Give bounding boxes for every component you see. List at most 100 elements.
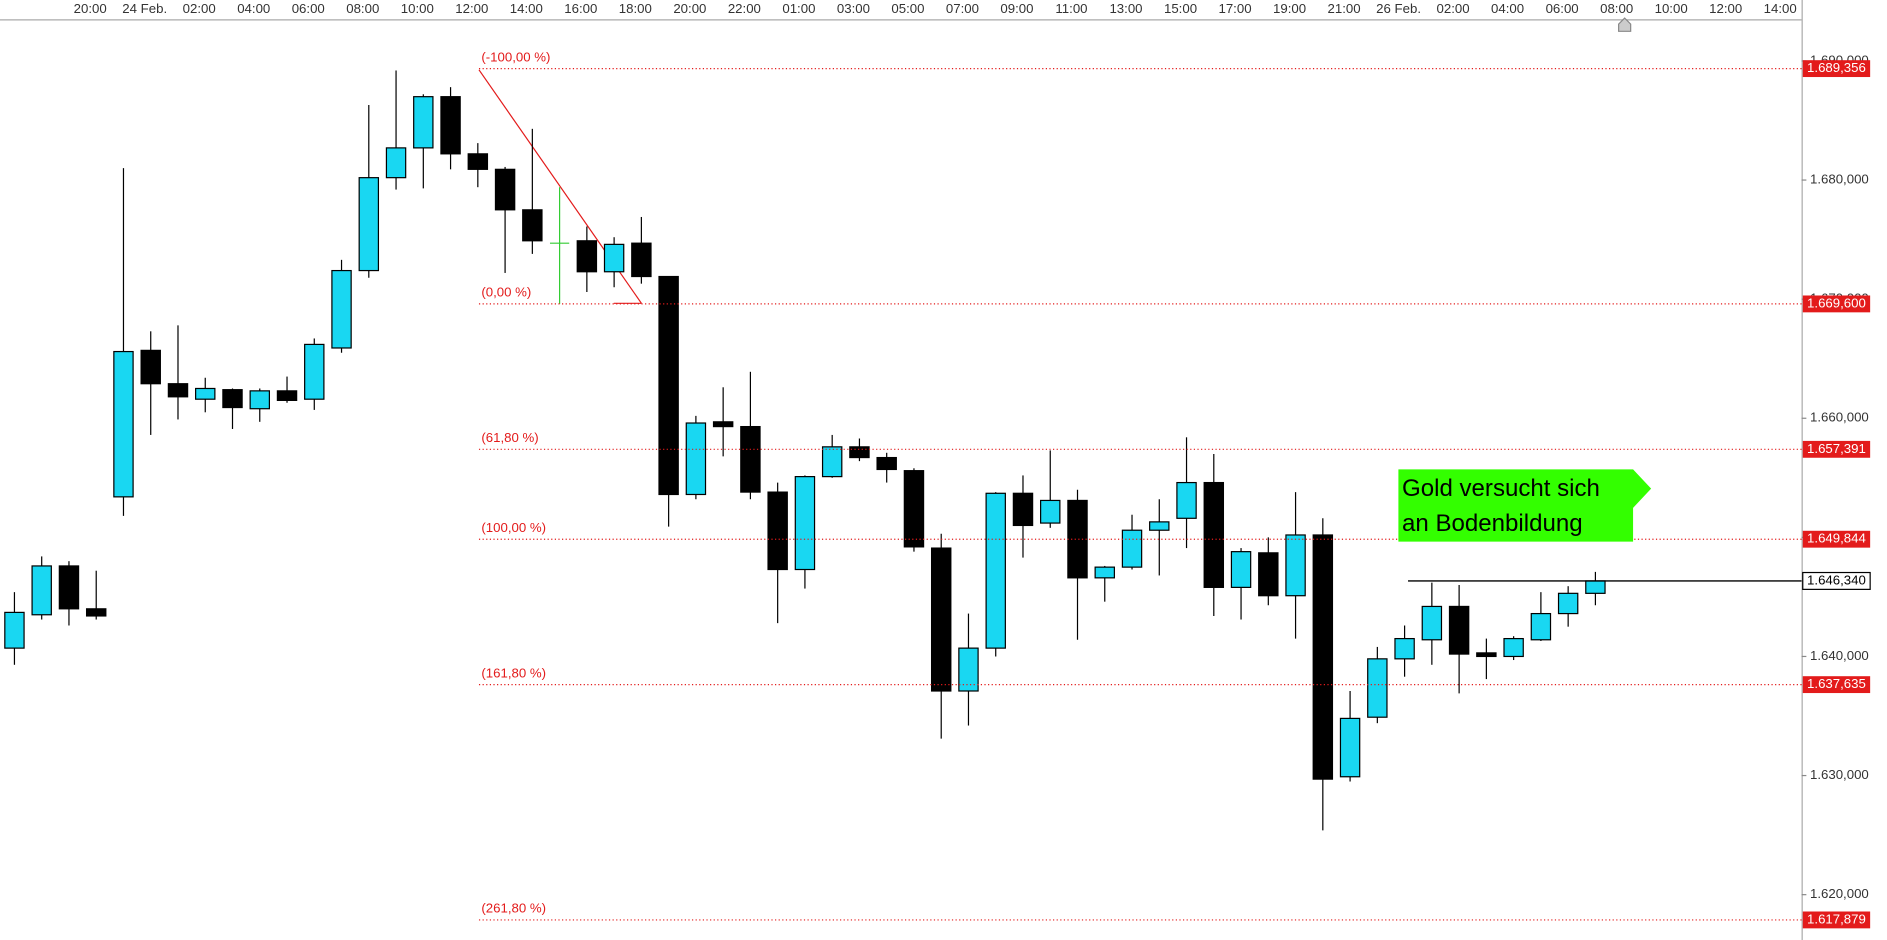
x-tick-label: 04:00: [237, 1, 270, 16]
candle-body: [985, 492, 1006, 649]
candle-body: [494, 168, 516, 211]
fib-level-label: (261,80 %): [481, 901, 546, 916]
fib-price-tag: [1802, 295, 1871, 313]
x-tick-label: 19:00: [1273, 1, 1306, 16]
candle-body: [195, 387, 216, 400]
candle-body: [413, 96, 434, 149]
candle-body: [1367, 658, 1388, 718]
candle-body: [767, 491, 788, 571]
fib-level-label: (161,80 %): [481, 665, 546, 680]
candle-body: [85, 608, 107, 617]
fib-price-tag: [1802, 676, 1871, 694]
x-tick-label: 03:00: [837, 1, 870, 16]
candle-body: [685, 422, 707, 496]
x-tick-label: 24 Feb.: [122, 1, 167, 16]
x-tick-label: 08:00: [346, 1, 379, 16]
candle-body: [1448, 605, 1470, 655]
fib-level-label: (100,00 %): [481, 520, 546, 535]
x-tick-label: 14:00: [1764, 1, 1797, 16]
fib-price-label: 1.689,356: [1807, 60, 1866, 75]
x-tick-label: 20:00: [673, 1, 706, 16]
candle-body: [903, 470, 925, 548]
candle-body: [113, 350, 134, 498]
last-price-tag: [1802, 571, 1871, 590]
fib-price-tag: [1802, 911, 1871, 929]
candle-body: [930, 547, 952, 692]
candle-body: [1503, 637, 1524, 658]
candle-body: [467, 153, 489, 170]
candle-body: [876, 456, 897, 471]
fib-price-label: 1.649,844: [1807, 531, 1866, 546]
x-tick-label: 02:00: [1437, 1, 1470, 16]
candle-body: [958, 647, 979, 692]
x-tick-label: 07:00: [946, 1, 979, 16]
fib-level-label: (-100,00 %): [481, 49, 550, 64]
x-tick-label: 10:00: [1655, 1, 1688, 16]
y-tick-label: 1.680,000: [1810, 172, 1869, 187]
annotation-text: an Bodenbildung: [1402, 510, 1583, 537]
candle-body: [1176, 481, 1197, 519]
candle-body: [304, 343, 325, 400]
y-tick-label: 1.620,000: [1810, 886, 1869, 901]
candle-body: [603, 243, 625, 273]
annotation: Gold versucht sich an Bodenbildung: [1398, 469, 1652, 542]
y-tick-label: 1.660,000: [1810, 410, 1869, 425]
candle-body: [1394, 637, 1415, 660]
fib-price-label: 1.617,879: [1807, 911, 1866, 926]
x-tick-label: 02:00: [183, 1, 216, 16]
candle-body: [1312, 534, 1334, 780]
fib-level-label: (0,00 %): [481, 285, 531, 300]
x-tick-label: 08:00: [1600, 1, 1633, 16]
last-price-label: 1.646,340: [1807, 572, 1866, 587]
annotation-text: Gold versucht sich: [1402, 475, 1600, 502]
candle-body: [1094, 566, 1115, 579]
x-tick-label: 06:00: [1546, 1, 1579, 16]
candle-body: [1230, 551, 1252, 588]
fib-price-label: 1.637,635: [1807, 676, 1866, 691]
x-tick-label: 17:00: [1218, 1, 1251, 16]
x-tick-label: 20:00: [74, 1, 107, 16]
candle-body: [1557, 592, 1579, 615]
x-tick-label: 06:00: [292, 1, 325, 16]
x-tick-label: 22:00: [728, 1, 761, 16]
x-tick-label: 15:00: [1164, 1, 1197, 16]
candle-body: [4, 611, 25, 649]
candle-body: [31, 565, 52, 616]
candle-body: [358, 177, 380, 272]
candle-body: [1012, 492, 1034, 527]
fib-price-label: 1.669,600: [1807, 295, 1866, 310]
candle-body: [712, 421, 734, 428]
candle-body: [576, 240, 598, 273]
candle-body: [1067, 499, 1088, 579]
x-tick-label: 05:00: [891, 1, 924, 16]
candle-body: [385, 147, 407, 179]
candle-body: [821, 446, 843, 478]
x-tick-label: 12:00: [455, 1, 488, 16]
candle-body: [1339, 717, 1361, 778]
y-tick-label: 1.630,000: [1810, 767, 1869, 782]
candle-body: [1203, 481, 1225, 588]
x-tick-label: 13:00: [1109, 1, 1142, 16]
x-tick-label: 01:00: [782, 1, 815, 16]
x-tick-label: 09:00: [1000, 1, 1033, 16]
x-tick-label: 10:00: [401, 1, 434, 16]
x-tick-label: 16:00: [564, 1, 597, 16]
candle-body: [1258, 552, 1279, 597]
x-tick-label: 11:00: [1055, 1, 1087, 16]
candle-body: [658, 275, 679, 496]
candle-body: [167, 383, 189, 398]
candle-body: [222, 389, 243, 409]
candle-body: [249, 390, 270, 410]
candle-body: [331, 269, 352, 349]
candle-body: [740, 425, 761, 493]
fib-price-tag: [1802, 60, 1871, 78]
x-tick-label: 12:00: [1709, 1, 1742, 16]
candle-body: [440, 96, 461, 155]
candle-body: [58, 565, 80, 610]
x-tick-label: 14:00: [510, 1, 543, 16]
candle-body: [140, 349, 161, 385]
candle-body: [1149, 521, 1170, 531]
current-time-marker: [1618, 17, 1632, 32]
